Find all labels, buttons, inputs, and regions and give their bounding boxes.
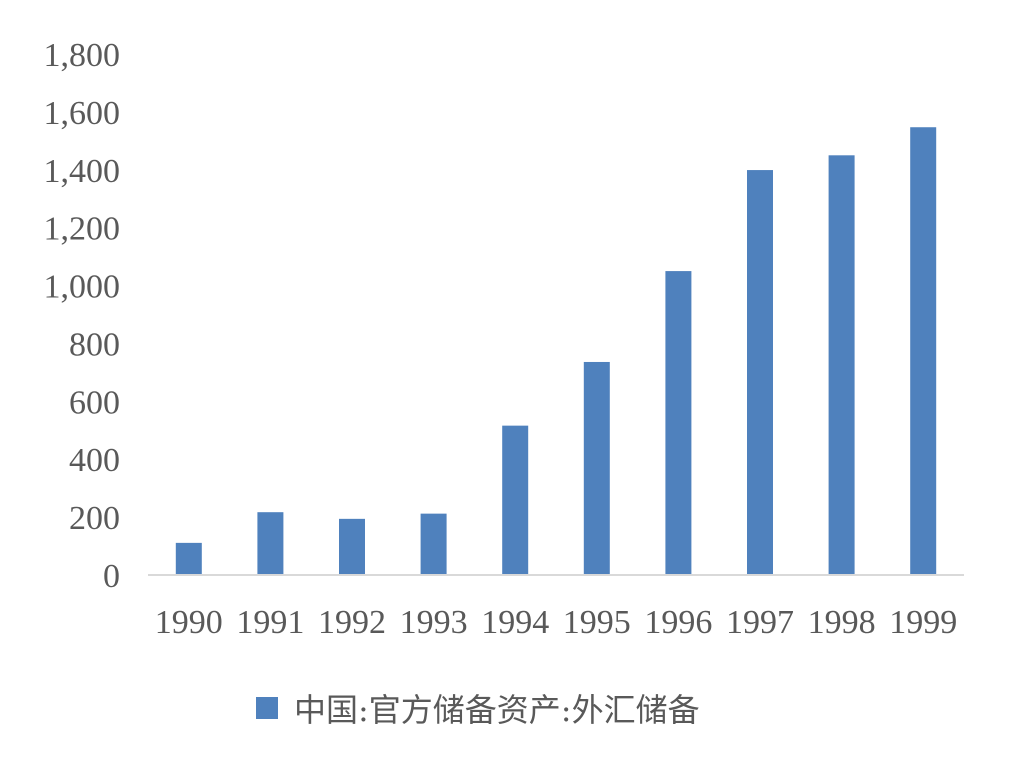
bar-series [175,127,937,576]
y-tick-label: 1,600 [44,95,121,132]
bar [583,361,610,575]
y-tick-label: 1,200 [44,211,121,248]
x-tick-label: 1992 [318,604,386,641]
y-tick-label: 1,400 [44,153,121,190]
bar [828,155,855,576]
y-tick-label: 800 [69,326,120,363]
legend-swatch [256,697,278,719]
legend-label: 中国:官方储备资产:外汇储备 [294,691,700,729]
y-tick-label: 0 [103,558,120,595]
x-tick-label: 1998 [808,604,876,641]
x-tick-label: 1994 [481,604,549,641]
bar [665,271,692,575]
legend: 中国:官方储备资产:外汇储备 [256,691,700,729]
bar [502,425,529,575]
x-tick-label: 1991 [236,604,304,641]
x-tick-label: 1995 [563,604,631,641]
y-tick-label: 400 [69,442,120,479]
y-tick-label: 1,800 [44,37,121,74]
bar [175,542,202,575]
bar [257,512,284,575]
bar [339,518,365,575]
y-axis: 0 200 400 600 800 1,000 1,200 1,400 1,600 1,800 [44,37,121,595]
y-tick-label: 1,000 [44,269,121,306]
bar [420,513,447,575]
x-tick-label: 1990 [155,604,223,641]
x-tick-label: 1993 [400,604,468,641]
x-axis: 1990 1991 1992 1993 1994 1995 1996 1997 1998 1999 [155,604,957,641]
y-tick-label: 200 [69,500,120,537]
x-tick-label: 1997 [726,604,794,641]
x-tick-label: 1999 [889,604,957,641]
y-tick-label: 600 [69,384,120,421]
x-tick-label: 1996 [644,604,712,641]
bar [910,127,937,576]
bar [747,170,773,576]
